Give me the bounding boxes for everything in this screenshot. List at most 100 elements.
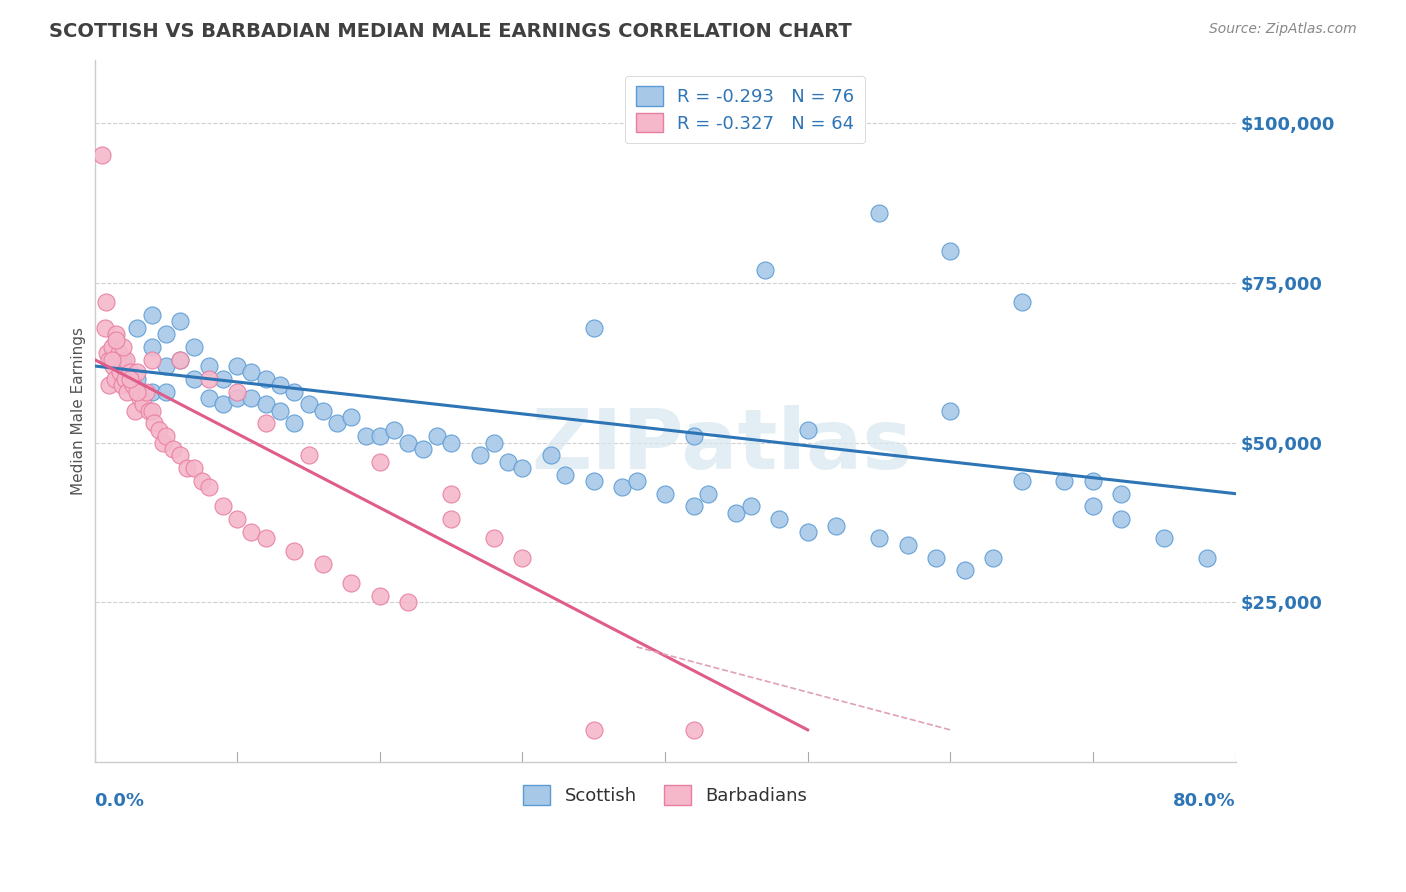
- Point: [100, 352, 122, 367]
- Point: [1011, 295, 1033, 310]
- Text: 0.0%: 0.0%: [94, 792, 145, 810]
- Point: [1111, 486, 1133, 500]
- Point: [896, 538, 918, 552]
- Point: [796, 524, 818, 539]
- Point: [138, 403, 160, 417]
- Point: [254, 397, 277, 411]
- Point: [368, 429, 391, 443]
- Point: [226, 391, 249, 405]
- Point: [754, 263, 776, 277]
- Point: [104, 327, 127, 342]
- Point: [127, 372, 149, 386]
- Point: [120, 365, 142, 379]
- Point: [155, 429, 177, 443]
- Point: [412, 442, 434, 456]
- Point: [725, 506, 748, 520]
- Point: [682, 429, 704, 443]
- Point: [141, 352, 163, 367]
- Point: [283, 384, 305, 399]
- Point: [169, 449, 191, 463]
- Point: [111, 378, 134, 392]
- Point: [254, 372, 277, 386]
- Point: [426, 429, 449, 443]
- Point: [340, 410, 363, 425]
- Point: [1111, 512, 1133, 526]
- Point: [226, 359, 249, 373]
- Point: [382, 423, 405, 437]
- Point: [254, 532, 277, 546]
- Point: [440, 486, 463, 500]
- Point: [240, 391, 263, 405]
- Point: [105, 352, 128, 367]
- Point: [283, 544, 305, 558]
- Point: [129, 391, 152, 405]
- Point: [103, 372, 125, 386]
- Point: [682, 723, 704, 737]
- Point: [1053, 474, 1076, 488]
- Point: [100, 340, 122, 354]
- Point: [554, 467, 576, 482]
- Point: [132, 397, 155, 411]
- Point: [368, 589, 391, 603]
- Point: [197, 480, 219, 494]
- Point: [212, 397, 235, 411]
- Point: [162, 442, 184, 456]
- Point: [269, 403, 291, 417]
- Point: [1081, 500, 1104, 514]
- Point: [183, 340, 205, 354]
- Point: [169, 352, 191, 367]
- Point: [312, 403, 335, 417]
- Point: [654, 486, 676, 500]
- Point: [101, 359, 124, 373]
- Point: [127, 384, 149, 399]
- Point: [368, 455, 391, 469]
- Point: [440, 512, 463, 526]
- Text: Source: ZipAtlas.com: Source: ZipAtlas.com: [1209, 22, 1357, 37]
- Point: [212, 372, 235, 386]
- Point: [94, 295, 117, 310]
- Point: [297, 449, 319, 463]
- Point: [127, 365, 149, 379]
- Point: [190, 474, 212, 488]
- Point: [582, 474, 605, 488]
- Point: [512, 461, 534, 475]
- Point: [868, 206, 890, 220]
- Text: ZIPatlas: ZIPatlas: [531, 405, 912, 486]
- Point: [97, 352, 120, 367]
- Point: [169, 314, 191, 328]
- Point: [169, 352, 191, 367]
- Point: [110, 365, 132, 379]
- Point: [197, 372, 219, 386]
- Point: [104, 334, 127, 348]
- Point: [612, 480, 634, 494]
- Point: [482, 435, 505, 450]
- Point: [796, 423, 818, 437]
- Point: [97, 378, 120, 392]
- Point: [269, 378, 291, 392]
- Point: [496, 455, 519, 469]
- Point: [1195, 550, 1218, 565]
- Point: [354, 429, 377, 443]
- Point: [90, 148, 112, 162]
- Point: [396, 595, 419, 609]
- Point: [93, 320, 115, 334]
- Point: [226, 512, 249, 526]
- Point: [117, 384, 139, 399]
- Point: [155, 327, 177, 342]
- Point: [925, 550, 948, 565]
- Point: [176, 461, 198, 475]
- Point: [141, 403, 163, 417]
- Point: [825, 518, 848, 533]
- Point: [240, 524, 263, 539]
- Point: [582, 723, 605, 737]
- Point: [226, 384, 249, 399]
- Point: [868, 532, 890, 546]
- Point: [696, 486, 718, 500]
- Point: [312, 557, 335, 571]
- Point: [1011, 474, 1033, 488]
- Point: [96, 346, 118, 360]
- Point: [127, 320, 149, 334]
- Point: [768, 512, 790, 526]
- Point: [440, 435, 463, 450]
- Point: [740, 500, 762, 514]
